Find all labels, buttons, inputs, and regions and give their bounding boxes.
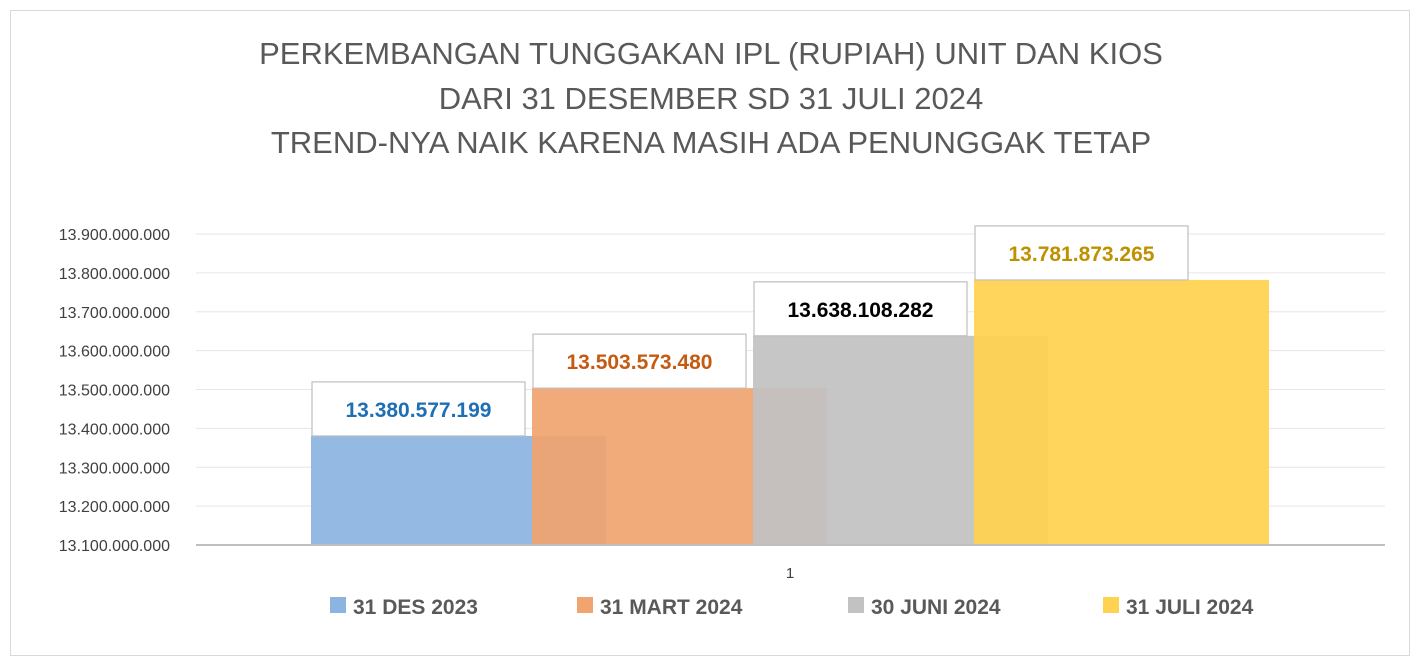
- data-labels: 13.380.577.199 13.503.573.480 13.638.108.2…: [311, 225, 1189, 437]
- data-label: 13.781.873.265: [1009, 243, 1155, 266]
- y-tick-label: 13.200.000.000: [59, 499, 170, 516]
- legend: 31 DES 2023 31 MART 2024 30 JUNI 2024 31 JU…: [330, 596, 1254, 619]
- legend-swatch: [330, 597, 346, 613]
- data-label: 13.503.573.480: [567, 351, 713, 374]
- data-label: 13.380.577.199: [346, 399, 492, 422]
- legend-label: 31 MART 2024: [600, 596, 743, 619]
- y-tick-label: 13.400.000.000: [59, 421, 170, 438]
- legend-label: 31 DES 2023: [353, 596, 478, 619]
- y-tick-label: 13.500.000.000: [59, 383, 170, 400]
- y-tick-label: 13.800.000.000: [59, 266, 170, 283]
- legend-label: 31 JULI 2024: [1126, 596, 1254, 619]
- data-label-box: [753, 281, 968, 337]
- legend-swatch: [577, 597, 593, 613]
- data-label-box: [974, 225, 1189, 281]
- data-label-box: [311, 381, 526, 437]
- y-tick-label: 13.700.000.000: [59, 305, 170, 322]
- y-tick-label: 13.100.000.000: [59, 538, 170, 555]
- y-tick-label: 13.900.000.000: [59, 227, 170, 244]
- legend-swatch: [848, 597, 864, 613]
- bars: [311, 279, 1269, 545]
- legend-label: 30 JUNI 2024: [871, 596, 1001, 619]
- legend-swatch: [1103, 597, 1119, 613]
- data-label-box: [532, 333, 747, 389]
- chart-title-line-1: PERKEMBANGAN TUNGGAKAN IPL (RUPIAH) UNIT…: [259, 36, 1163, 71]
- x-axis-category-label: 1: [786, 565, 794, 582]
- y-axis-tick-labels: 13.100.000.000 13.200.000.000 13.300.000.0…: [59, 227, 170, 555]
- chart-title: PERKEMBANGAN TUNGGAKAN IPL (RUPIAH) UNIT…: [259, 36, 1163, 160]
- chart-title-line-3: TREND-NYA NAIK KARENA MASIH ADA PENUNGGA…: [271, 125, 1151, 160]
- chart-title-line-2: DARI 31 DESEMBER SD 31 JULI 2024: [439, 81, 983, 116]
- y-tick-label: 13.600.000.000: [59, 344, 170, 361]
- data-label: 13.638.108.282: [788, 299, 934, 322]
- y-tick-label: 13.300.000.000: [59, 460, 170, 477]
- bar-4: [974, 279, 1269, 545]
